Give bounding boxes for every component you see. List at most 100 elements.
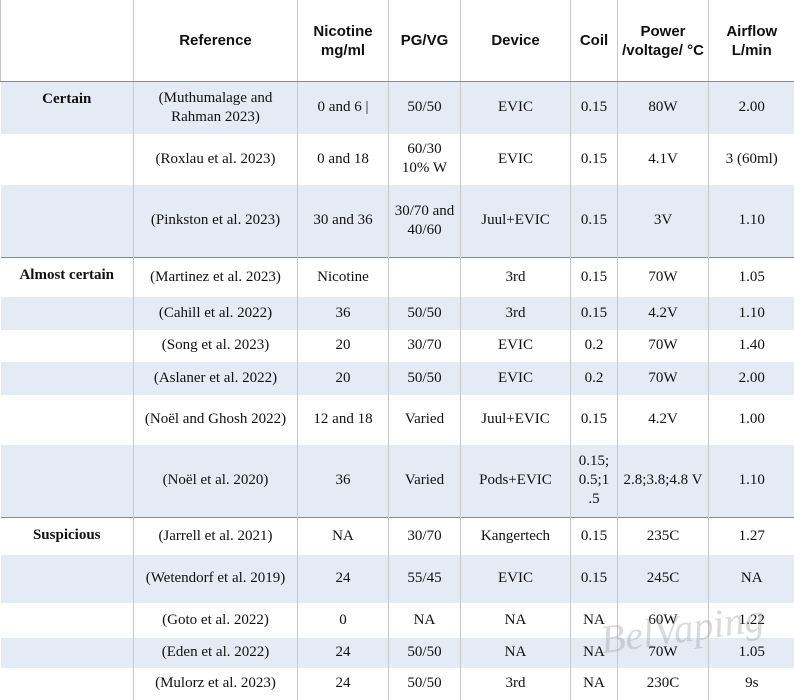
table-cell: (Roxlau et al. 2023) (133, 133, 298, 185)
table-cell: (Muthumalage and Rahman 2023) (133, 81, 298, 134)
group-cell (0, 637, 134, 668)
group-cell (1, 603, 134, 638)
table-cell: 235C (617, 517, 709, 555)
group-cell (0, 444, 134, 518)
table-cell: 30/70 and 40/60 (388, 184, 461, 258)
table-cell: 24 (297, 667, 389, 700)
table-cell: 0.15 (570, 184, 618, 258)
table-cell: 24 (297, 554, 389, 603)
table-cell: Pods+EVIC (460, 444, 571, 518)
table-cell: 50/50 (388, 296, 461, 330)
table-cell: 50/50 (388, 81, 461, 134)
column-header: Airflow L/min (708, 0, 794, 82)
table-cell: 0.2 (570, 329, 618, 362)
table-cell: (Aslaner et al. 2022) (133, 361, 298, 395)
table-cell: 0.15 (570, 296, 618, 330)
table-row: Certain (Muthumalage and Rahman 2023) 0 an… (0, 81, 794, 134)
table-cell: 3rd (460, 667, 571, 700)
table-cell: 0.15 (570, 394, 618, 445)
table-cell: (Noël and Ghosh 2022) (133, 394, 298, 445)
table-cell: 0.15; 0.5;1 .5 (570, 444, 618, 518)
table-cell: 2.8;3.8;4.8 V (617, 444, 709, 518)
table-cell: 0 (297, 602, 389, 638)
table-cell: 70W (617, 361, 709, 395)
table-row: (Aslaner et al. 2022) 20 50/50 EVIC 0.2 70W 2.… (0, 361, 794, 395)
table-cell: EVIC (460, 133, 571, 185)
table-cell: 20 (297, 329, 389, 362)
table-cell: Nicotine (297, 257, 389, 297)
table-cell: 1.22 (708, 602, 794, 638)
table-row: (Mulorz et al. 2023) 24 50/50 3rd NA 230C 9s (1, 667, 794, 700)
table-cell: 3rd (460, 257, 571, 297)
table-cell: NA (708, 554, 794, 603)
table-cell: 4.1V (617, 133, 709, 185)
group-cell (0, 184, 134, 258)
group-cell (0, 296, 134, 330)
table-cell: 3V (617, 184, 709, 258)
group-cell (1, 330, 134, 362)
table-cell: 9s (708, 667, 794, 700)
table-row: (Wetendorf et al. 2019) 24 55/45 EVIC 0.15 24… (0, 554, 794, 603)
table-cell: EVIC (460, 554, 571, 603)
table-cell: EVIC (460, 361, 571, 395)
table-cell: (Martinez et al. 2023) (133, 257, 298, 297)
table-row: (Pinkston et al. 2023) 30 and 36 30/70 and… (0, 184, 794, 258)
table-cell: 0.2 (570, 361, 618, 395)
table-cell: (Mulorz et al. 2023) (133, 667, 298, 700)
header-row: Reference Nicotine mg/ml PG/VG Device Coil Po… (0, 0, 794, 82)
table-cell: Juul+EVIC (460, 394, 571, 445)
table-cell: 1.00 (708, 394, 794, 445)
column-header: Nicotine mg/ml (297, 0, 389, 82)
table-cell: EVIC (460, 329, 571, 362)
table-cell: 30 and 36 (297, 184, 389, 258)
table-cell: (Song et al. 2023) (133, 329, 298, 362)
table-cell: NA (570, 667, 618, 700)
column-header: Power /voltage/ °C (617, 0, 709, 82)
table-cell: NA (460, 602, 571, 638)
table-cell: (Jarrell et al. 2021) (133, 517, 298, 555)
table-cell: (Pinkston et al. 2023) (133, 184, 298, 258)
column-header: Coil (570, 0, 618, 82)
table-cell: 80W (617, 81, 709, 134)
table-cell: NA (570, 602, 618, 638)
table-cell: Varied (388, 394, 461, 445)
table-cell: 50/50 (388, 361, 461, 395)
table-cell: 1.05 (708, 257, 794, 297)
group-cell (1, 134, 134, 185)
column-header: Reference (133, 0, 298, 82)
table-cell: 1.05 (708, 637, 794, 668)
table-cell: 20 (297, 361, 389, 395)
table-cell: 1.10 (708, 444, 794, 518)
table-cell: 0 and 6 | (297, 81, 389, 134)
table-cell: NA (570, 637, 618, 668)
table-cell: 70W (617, 637, 709, 668)
table-cell: 3 (60ml) (708, 133, 794, 185)
table-cell: 4.2V (617, 394, 709, 445)
column-header: PG/VG (388, 0, 461, 82)
table-row: (Noël and Ghosh 2022) 12 and 18 Varied Juul… (1, 394, 794, 445)
table-cell: 2.00 (708, 81, 794, 134)
group-label: Certain (0, 81, 134, 134)
table-row: (Cahill et al. 2022) 36 50/50 3rd 0.15 4.2V 1.… (0, 296, 794, 330)
corner-cell (0, 0, 134, 82)
table-cell: Kangertech (460, 517, 571, 555)
table-row: (Eden et al. 2022) 24 50/50 NA NA 70W 1.05 (0, 637, 794, 668)
table-cell: (Eden et al. 2022) (133, 637, 298, 668)
table-cell: 60/30 10% W (388, 133, 461, 185)
table-cell: 0 and 18 (297, 133, 389, 185)
group-label: Almost certain (0, 257, 134, 297)
table-cell: 0.15 (570, 517, 618, 555)
table-cell (388, 257, 461, 297)
table-cell: (Noël et al. 2020) (133, 444, 298, 518)
table-cell: 1.10 (708, 296, 794, 330)
table-cell: 30/70 (388, 329, 461, 362)
table-cell: 30/70 (388, 517, 461, 555)
table-cell: 0.15 (570, 81, 618, 134)
table-cell: 3rd (460, 296, 571, 330)
table-cell: NA (297, 517, 389, 555)
table-cell: NA (460, 637, 571, 668)
table-cell: 4.2V (617, 296, 709, 330)
